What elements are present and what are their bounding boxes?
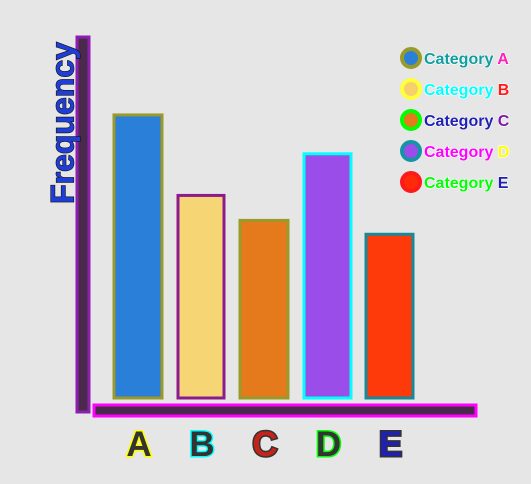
bar-e — [364, 232, 415, 400]
x-tick-label-a: A — [126, 425, 151, 464]
legend-item-d: Category D — [400, 140, 510, 162]
legend-item-b: Category B — [400, 78, 510, 100]
legend-marker-b — [400, 78, 422, 100]
legend-item-a: Category A — [400, 47, 510, 69]
bar-d — [302, 152, 353, 400]
legend-label-e: Category E — [424, 175, 509, 192]
legend-label-suffix: C — [498, 113, 510, 130]
legend-label-a: Category A — [424, 51, 509, 68]
legend-label-prefix: Category — [424, 175, 498, 192]
x-tick-label-e: E — [379, 425, 402, 464]
legend-marker-c — [400, 109, 422, 131]
y-axis-line — [75, 35, 91, 414]
legend-item-c: Category C — [400, 109, 510, 131]
legend-label-suffix: B — [498, 82, 510, 99]
legend-marker-d — [400, 140, 422, 162]
legend-label-suffix: D — [498, 144, 510, 161]
legend-label-suffix: E — [498, 175, 509, 192]
legend-label-c: Category C — [424, 113, 510, 130]
legend-label-prefix: Category — [424, 144, 498, 161]
x-tick-label-c: C — [252, 425, 277, 464]
legend-label-d: Category D — [424, 144, 509, 161]
legend-label-suffix: A — [497, 51, 509, 68]
bar-b — [176, 193, 226, 400]
y-axis-label: Frequency — [44, 42, 80, 204]
legend-label-prefix: Category — [424, 82, 498, 99]
legend-item-e: Category E — [400, 171, 509, 193]
legend-label-prefix: Category — [424, 113, 498, 130]
bar-c — [238, 218, 290, 400]
legend-label-prefix: Category — [424, 51, 497, 68]
x-axis-line — [92, 403, 478, 418]
bar-a — [112, 113, 164, 400]
legend-marker-a — [400, 47, 422, 69]
legend-label-b: Category B — [424, 82, 509, 99]
legend-marker-e — [400, 171, 422, 193]
x-tick-label-b: B — [189, 425, 214, 464]
x-tick-label-d: D — [316, 425, 341, 464]
